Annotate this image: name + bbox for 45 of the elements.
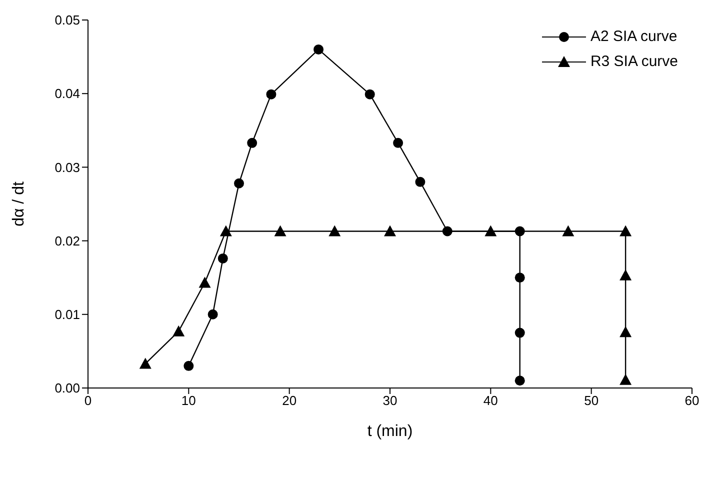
x-tick-label: 30	[382, 393, 398, 408]
point	[218, 253, 228, 264]
point	[314, 44, 324, 54]
y-axis-title: dα / dt	[10, 181, 28, 226]
x-tick-label: 40	[483, 393, 498, 408]
point	[415, 176, 426, 187]
point	[274, 225, 286, 236]
y-tick-label: 0.04	[54, 86, 80, 102]
point	[247, 138, 258, 148]
legend-label: A2 SIA curve	[590, 28, 678, 45]
point	[620, 374, 632, 385]
point	[620, 225, 632, 236]
point	[364, 89, 375, 100]
y-tick-label: 0.00	[54, 380, 80, 396]
point	[620, 269, 632, 280]
point	[484, 225, 497, 236]
legend-label: R3 SIA curve	[590, 53, 678, 70]
point	[234, 178, 244, 188]
y-tick-label: 0.02	[54, 233, 80, 248]
point	[442, 226, 452, 236]
point	[172, 325, 185, 336]
x-tick-label: 60	[684, 393, 700, 408]
y-tick-label: 0.05	[54, 12, 80, 28]
point	[220, 225, 232, 236]
point	[139, 358, 152, 369]
point	[384, 225, 396, 236]
point	[514, 226, 525, 236]
x-tick-label: 20	[282, 393, 297, 408]
point	[620, 326, 632, 338]
x-axis-title: t (min)	[367, 423, 413, 440]
point	[514, 272, 525, 283]
point	[208, 309, 218, 320]
point	[184, 360, 194, 371]
x-tick-label: 10	[181, 393, 196, 408]
point	[266, 89, 276, 100]
x-tick-label: 50	[584, 393, 599, 408]
x-tick-label: 0	[84, 393, 92, 408]
y-tick-label: 0.03	[54, 160, 80, 175]
point	[562, 225, 574, 236]
y-tick-label: 0.01	[54, 307, 80, 322]
point	[198, 276, 211, 288]
point	[328, 225, 341, 236]
point	[514, 328, 525, 338]
point	[514, 376, 525, 386]
point	[393, 138, 404, 148]
